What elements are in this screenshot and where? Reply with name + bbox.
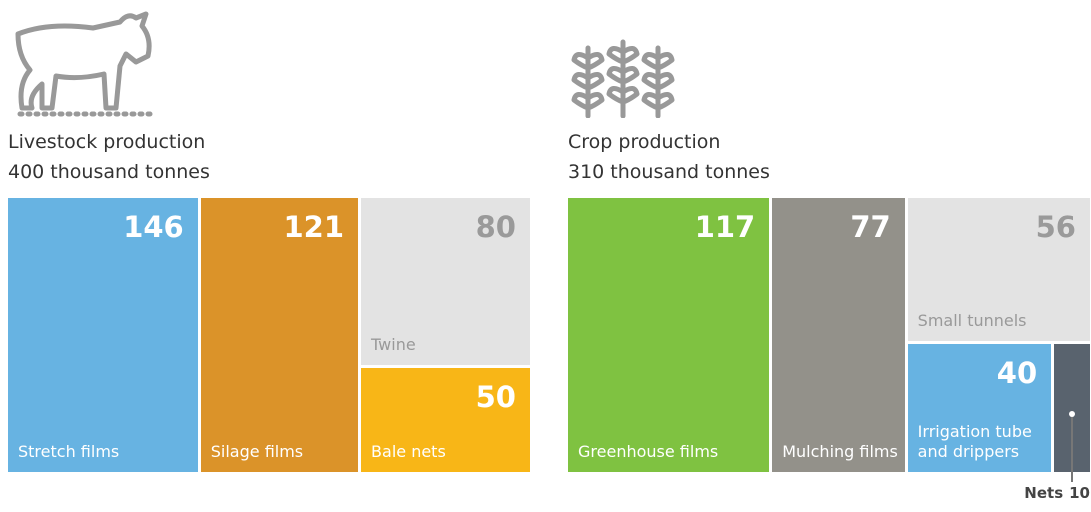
cell-label: Nets: [1024, 484, 1064, 502]
treemap-cell: 40 Irrigation tube and drippers: [907, 344, 1052, 472]
treemap-cell: 77 Mulching films: [772, 198, 905, 472]
cell-label: Silage films: [210, 442, 304, 461]
chart-title: Livestock production: [8, 131, 206, 153]
cell-label: Stretch films: [18, 442, 120, 461]
treemap-cell: 146 Stretch films: [8, 198, 198, 472]
outside-label: Nets 10: [1024, 484, 1090, 502]
cell-label: Irrigation tube and drippers: [917, 421, 1032, 461]
leader-line: [1071, 414, 1074, 482]
cell-label: Twine: [371, 334, 416, 354]
treemap-cell: 56 Small tunnels: [907, 198, 1090, 342]
treemap-cell: 50 Bale nets: [361, 367, 530, 472]
wheat-icon: [571, 39, 675, 118]
cell-value: 80: [475, 210, 516, 244]
treemap-cell: 121 Silage films: [200, 198, 359, 472]
cell-label: Mulching films: [782, 442, 898, 461]
cell-label: Small tunnels: [917, 311, 1027, 331]
chart-title: Crop production: [568, 131, 721, 153]
cell-value: 121: [283, 210, 345, 244]
cell-label: Bale nets: [371, 441, 446, 461]
treemap-cell: 80 Twine: [361, 198, 530, 365]
cow-icon: [15, 11, 156, 117]
cell-value: 146: [123, 210, 184, 244]
cell-label: Greenhouse films: [578, 442, 719, 461]
cell-value: 117: [694, 210, 756, 244]
cell-value: 56: [1035, 210, 1076, 244]
cell-value: 10: [1069, 484, 1090, 502]
cell-value: 50: [475, 379, 516, 414]
chart-subtitle: 400 thousand tonnes: [8, 161, 210, 183]
chart-subtitle: 310 thousand tonnes: [568, 161, 770, 183]
cell-value: 77: [850, 210, 891, 244]
treemap-cell: 117 Greenhouse films: [568, 198, 770, 472]
leader-dot: [1069, 411, 1076, 418]
cell-value: 40: [996, 356, 1038, 391]
